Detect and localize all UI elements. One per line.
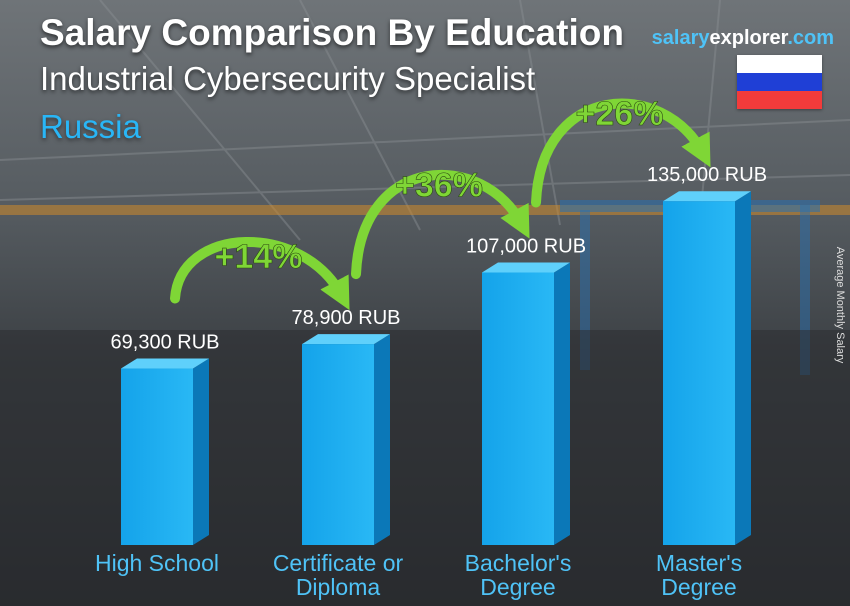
brand-part-salary: salary	[651, 27, 710, 49]
category-label: High School	[95, 550, 219, 576]
increase-percent-label: +26%	[576, 95, 664, 133]
bar	[121, 368, 193, 545]
bar-side	[374, 334, 390, 545]
increase-percent-label: +14%	[215, 238, 303, 276]
increase-arrow	[531, 98, 711, 208]
bar-value-label: 69,300 RUB	[111, 332, 220, 354]
category-label: Diploma	[296, 574, 381, 600]
category-label: Certificate or	[273, 550, 404, 576]
brand-part-explorer: explorer	[709, 27, 788, 49]
job-title: Industrial Cybersecurity Specialist	[40, 60, 536, 97]
category-label: Degree	[480, 574, 555, 600]
russia-flag-icon	[737, 55, 822, 109]
category-label: Master's	[656, 550, 742, 576]
bar-top	[121, 358, 209, 369]
bar-side	[193, 358, 209, 545]
bar	[482, 272, 554, 545]
brand-logo[interactable]: salaryexplorer.com	[652, 27, 834, 50]
bar-side	[735, 191, 751, 545]
flag-stripe-blue	[737, 73, 822, 91]
bar-top	[482, 262, 570, 273]
bar-value-label: 107,000 RUB	[466, 236, 586, 258]
category-label: Degree	[661, 574, 736, 600]
bar-side	[554, 262, 570, 545]
bar	[663, 201, 735, 545]
bar-value-label: 135,000 RUB	[647, 164, 767, 186]
increase-arrow	[170, 237, 350, 311]
country-name: Russia	[40, 108, 141, 145]
bar-top	[663, 191, 751, 202]
increase-arrow	[351, 169, 530, 280]
flag-stripe-red	[737, 91, 822, 109]
increase-percent-label: +36%	[395, 167, 483, 205]
category-label: Bachelor's	[465, 550, 572, 576]
brand-part-domain: .com	[787, 27, 834, 49]
flag-stripe-white	[737, 55, 822, 73]
chart-title: Salary Comparison By Education	[40, 12, 624, 53]
bar	[302, 344, 374, 545]
bar-value-label: 78,900 RUB	[292, 307, 401, 329]
bar-top	[302, 334, 390, 345]
